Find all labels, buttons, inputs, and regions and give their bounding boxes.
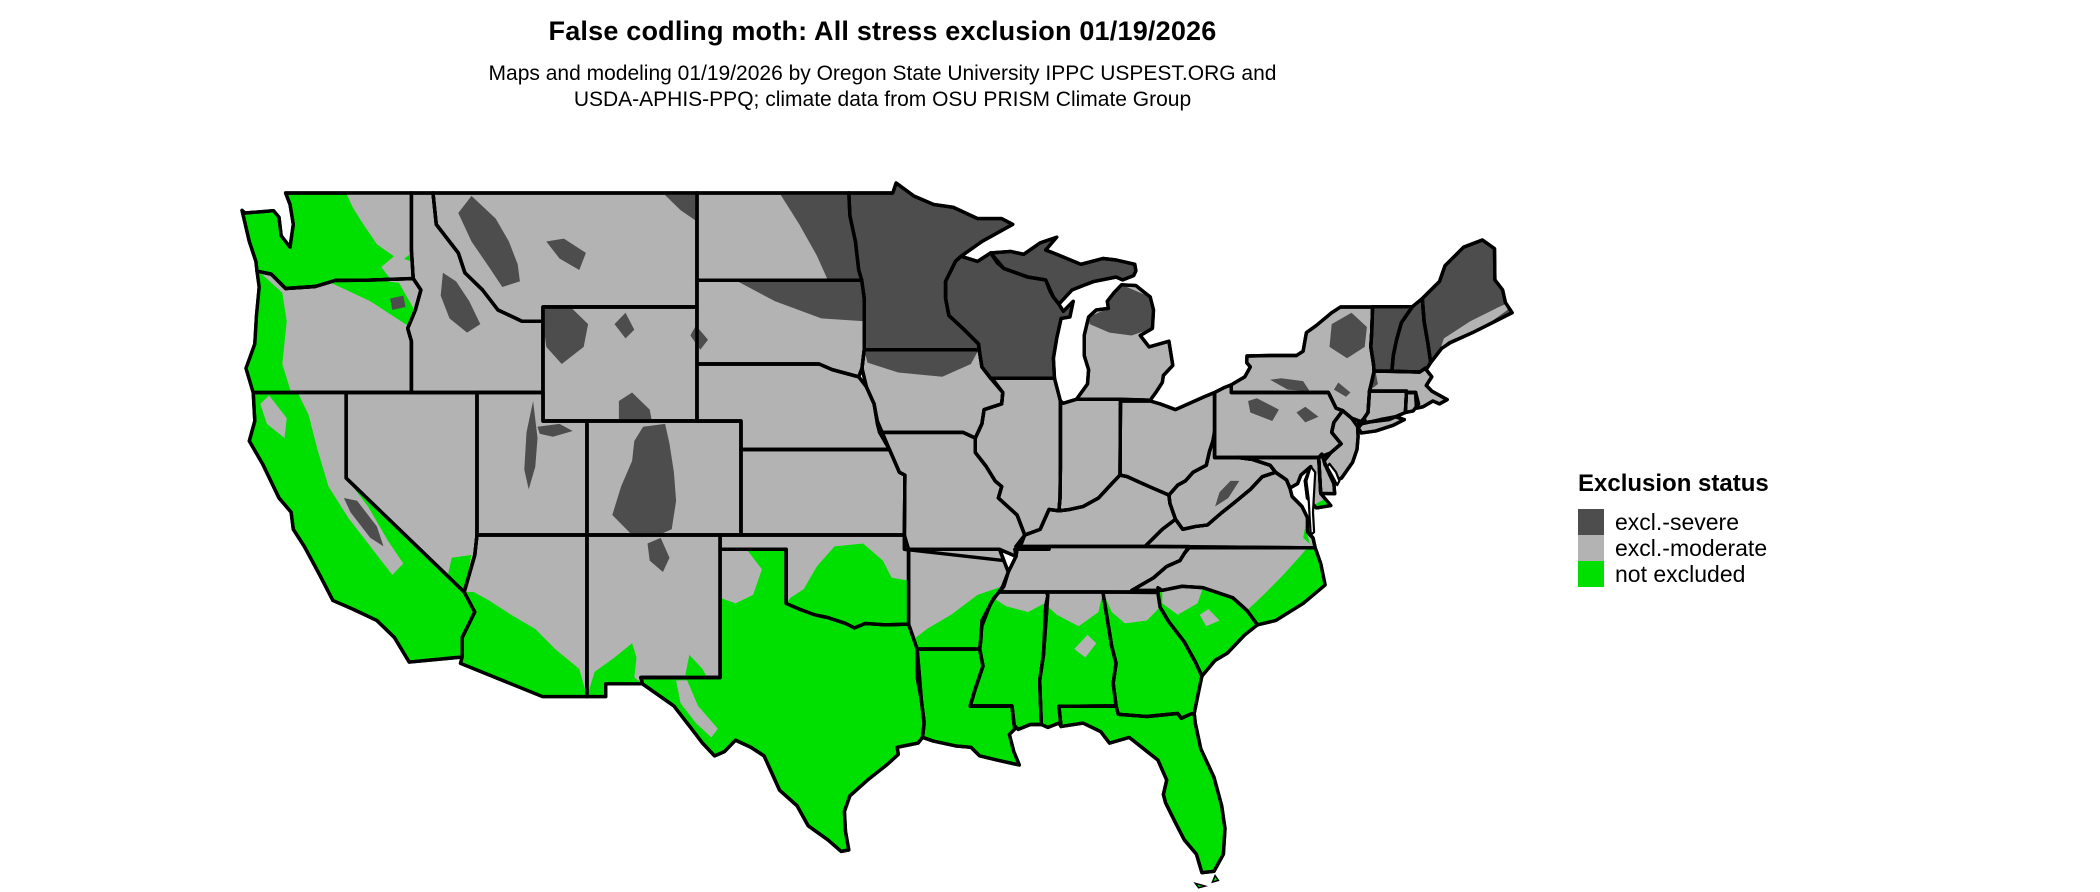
legend-swatch-severe [1578,509,1604,535]
state-PA [1212,383,1345,460]
title-block: False codling moth: All stress exclusion… [0,16,1765,113]
subtitle-line-1: Maps and modeling 01/19/2026 by Oregon S… [488,62,1277,85]
legend-swatch-not_excluded [1578,561,1604,587]
legend-items: excl.-severe excl.-moderate not excluded [1578,509,1769,587]
subtitle-line-2: USDA-APHIS-PPQ; climate data from OSU PR… [573,88,1192,111]
legend-item-label: not excluded [1615,560,1746,587]
state-FL [1057,704,1227,875]
state-ME [1420,238,1514,365]
legend-item: excl.-severe [1578,509,1769,535]
map-subtitle: Maps and modeling 01/19/2026 by Oregon S… [0,61,1765,113]
legend-swatch-moderate [1578,535,1604,561]
legend: Exclusion status excl.-severe excl.-moder… [1578,470,1769,587]
page-title: False codling moth: All stress exclusion… [548,16,1217,46]
state-KS [739,447,907,537]
legend-item-label: excl.-moderate [1615,534,1768,561]
legend-item-label: excl.-severe [1615,508,1739,535]
legend-item: not excluded [1578,561,1769,587]
legend-title: Exclusion status [1578,470,1769,497]
legend-item: excl.-moderate [1578,535,1769,561]
